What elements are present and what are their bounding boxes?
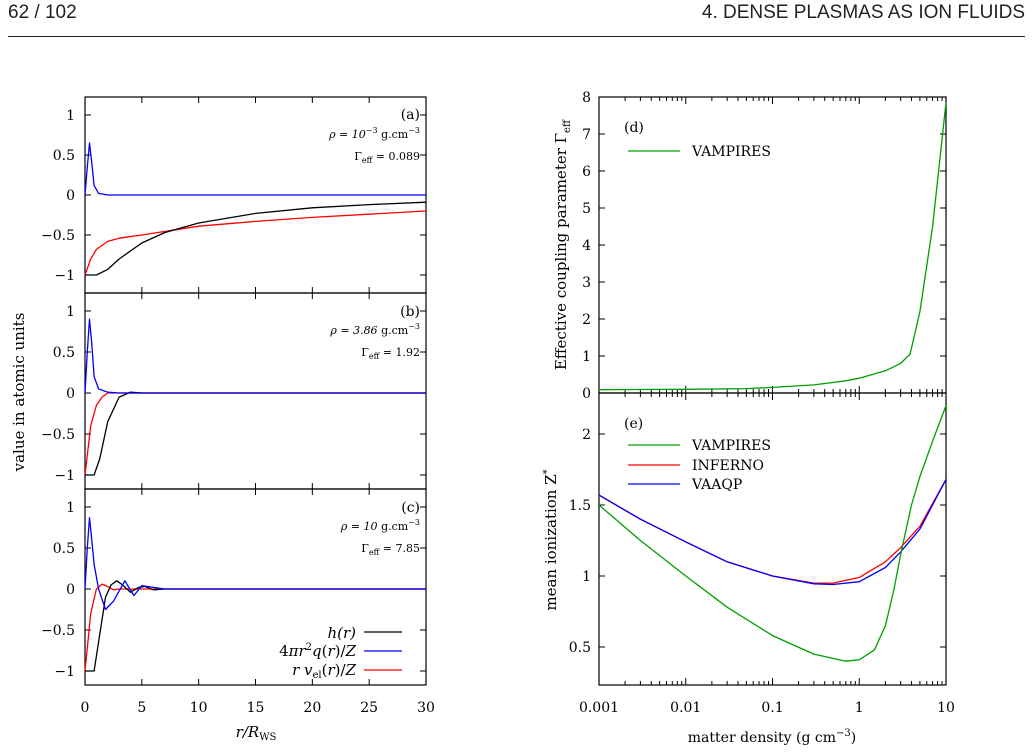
legend-v: r vel(r)/Z <box>292 661 356 681</box>
ytick-label: −1 <box>54 468 75 484</box>
ytick-label: 0 <box>66 188 75 204</box>
series-line-e-inferno <box>598 479 947 584</box>
series-line-a-4-r-q-r-z <box>84 142 426 196</box>
legend-e-vaaqp: VAAQP <box>691 477 742 493</box>
panel-b-tag: (b) <box>400 304 420 320</box>
series-line-b-r-v-el-r-z <box>84 392 426 476</box>
panel-c-gamma: Γeff = 7.85 <box>361 542 420 557</box>
series-line-d-vampires <box>598 102 947 391</box>
panel-c-tag: (c) <box>401 500 420 516</box>
series-line-b-h-r <box>85 391 426 476</box>
xtick-label: 0.1 <box>761 700 783 716</box>
ytick-label: 1 <box>66 108 75 124</box>
ytick-label: 3 <box>582 275 591 291</box>
left-ylabel: value in atomic units <box>10 313 28 473</box>
ytick-label: 0.5 <box>53 541 75 557</box>
page-counter: 62 / 102 <box>8 2 77 23</box>
ytick-label: 0.5 <box>569 640 591 656</box>
xtick-label: 10 <box>190 700 208 716</box>
ytick-label: 1 <box>582 569 591 585</box>
series-line-a-r-v-el-r-z <box>84 210 427 276</box>
series-line-e-vampires <box>598 405 947 662</box>
ytick-label: 1 <box>582 349 591 365</box>
legend-e-inferno: INFERNO <box>692 458 764 474</box>
panel-c-rho: ρ = 10 g.cm−3 <box>340 518 420 533</box>
panel-b-rho: ρ = 3.86 g.cm−3 <box>329 322 420 337</box>
left-axis-ticks: 1 0.5 0 −0.5 −1 1 0.5 0 −0.5 −1 1 0.5 0 −0.5 −1 0 5 10 15 2… <box>41 97 435 716</box>
ytick-label: 5 <box>582 201 591 217</box>
ytick-label: −1 <box>54 268 75 284</box>
ytick-label: 1 <box>66 304 75 320</box>
legend-h: h(r) <box>327 624 356 642</box>
ytick-label: 0 <box>582 386 591 402</box>
series-line-c-h-r <box>85 580 426 672</box>
panel-e-ylabel: mean ionization Z* <box>542 469 560 610</box>
ytick-label: 8 <box>582 90 591 106</box>
xtick-label: 15 <box>247 700 265 716</box>
series-line-e-vaaqp <box>598 479 947 586</box>
xtick-label: 30 <box>417 700 435 716</box>
series-line-c-4-r-q-r-z <box>84 517 426 611</box>
xtick-label: 25 <box>360 700 378 716</box>
panel-d-ylabel: Effective coupling parameter Γeff <box>552 119 573 370</box>
panel-a-tag: (a) <box>401 107 420 123</box>
right-curves <box>598 102 947 662</box>
series-line-c-r-v-el-r-z <box>84 583 426 672</box>
panel-c-frame <box>84 488 427 686</box>
ytick-label: −0.5 <box>41 228 75 244</box>
xtick-label: 20 <box>303 700 321 716</box>
ytick-label: 0.5 <box>53 148 75 164</box>
panel-a-gamma: Γeff = 0.089 <box>354 150 420 165</box>
page-header: 62 / 102 4. DENSE PLASMAS AS ION FLUIDS <box>8 0 1025 37</box>
ytick-label: −0.5 <box>41 623 75 639</box>
panel-b-gamma: Γeff = 1.92 <box>361 346 420 361</box>
series-line-a-h-r <box>85 201 427 276</box>
section-title: 4. DENSE PLASMAS AS ION FLUIDS <box>701 2 1025 23</box>
xtick-label: 10 <box>937 700 955 716</box>
series-line-b-4-r-q-r-z <box>84 318 426 394</box>
ytick-label: 6 <box>582 164 591 180</box>
ytick-label: 0 <box>66 582 75 598</box>
xtick-label: 1 <box>855 700 864 716</box>
ytick-label: 0 <box>66 386 75 402</box>
panel-a-rho: ρ = 10−3 g.cm−3 <box>328 126 420 141</box>
ytick-label: 1 <box>66 500 75 516</box>
ytick-label: −1 <box>54 664 75 680</box>
left-legend: h(r) 4πr2q(r)/Z r vel(r)/Z <box>279 624 402 681</box>
ytick-label: 0.5 <box>53 345 75 361</box>
legend-e-vampires: VAMPIRES <box>691 438 771 454</box>
left-xlabel: r/RWS <box>236 723 277 743</box>
panel-d-frame <box>598 96 947 394</box>
legend-d-vampires: VAMPIRES <box>691 144 771 160</box>
ytick-label: 7 <box>582 127 591 143</box>
ytick-label: 2 <box>582 312 591 328</box>
ytick-label: 1.5 <box>569 498 591 514</box>
right-xlabel: matter density (g cm−3) <box>688 728 856 746</box>
ytick-label: 4 <box>582 238 591 254</box>
xtick-label: 0.001 <box>579 700 619 716</box>
xtick-label: 0.01 <box>670 700 701 716</box>
legend-q: 4πr2q(r)/Z <box>279 642 357 660</box>
ytick-label: 2 <box>582 427 591 443</box>
xtick-label: 5 <box>137 700 146 716</box>
left-curves <box>84 142 427 672</box>
right-figure: 0 1 2 3 4 5 6 7 8 0.5 1 1.5 2 0.001 0.01 0.1 1 10 Effecti… <box>542 90 955 746</box>
panel-e-tag: (e) <box>624 416 643 432</box>
right-axis-ticks: 0 1 2 3 4 5 6 7 8 0.5 1 1.5 2 0.001 0.01 0.1 1 10 <box>569 90 955 716</box>
panel-d-tag: (d) <box>624 120 644 136</box>
panel-b-frame <box>84 292 427 490</box>
left-figure: value in atomic units 1 0.5 0 −0.5 −1 1 0.5 0 −0… <box>10 96 435 743</box>
ytick-label: −0.5 <box>41 427 75 443</box>
panel-e-frame <box>598 392 947 686</box>
xtick-label: 0 <box>81 700 90 716</box>
